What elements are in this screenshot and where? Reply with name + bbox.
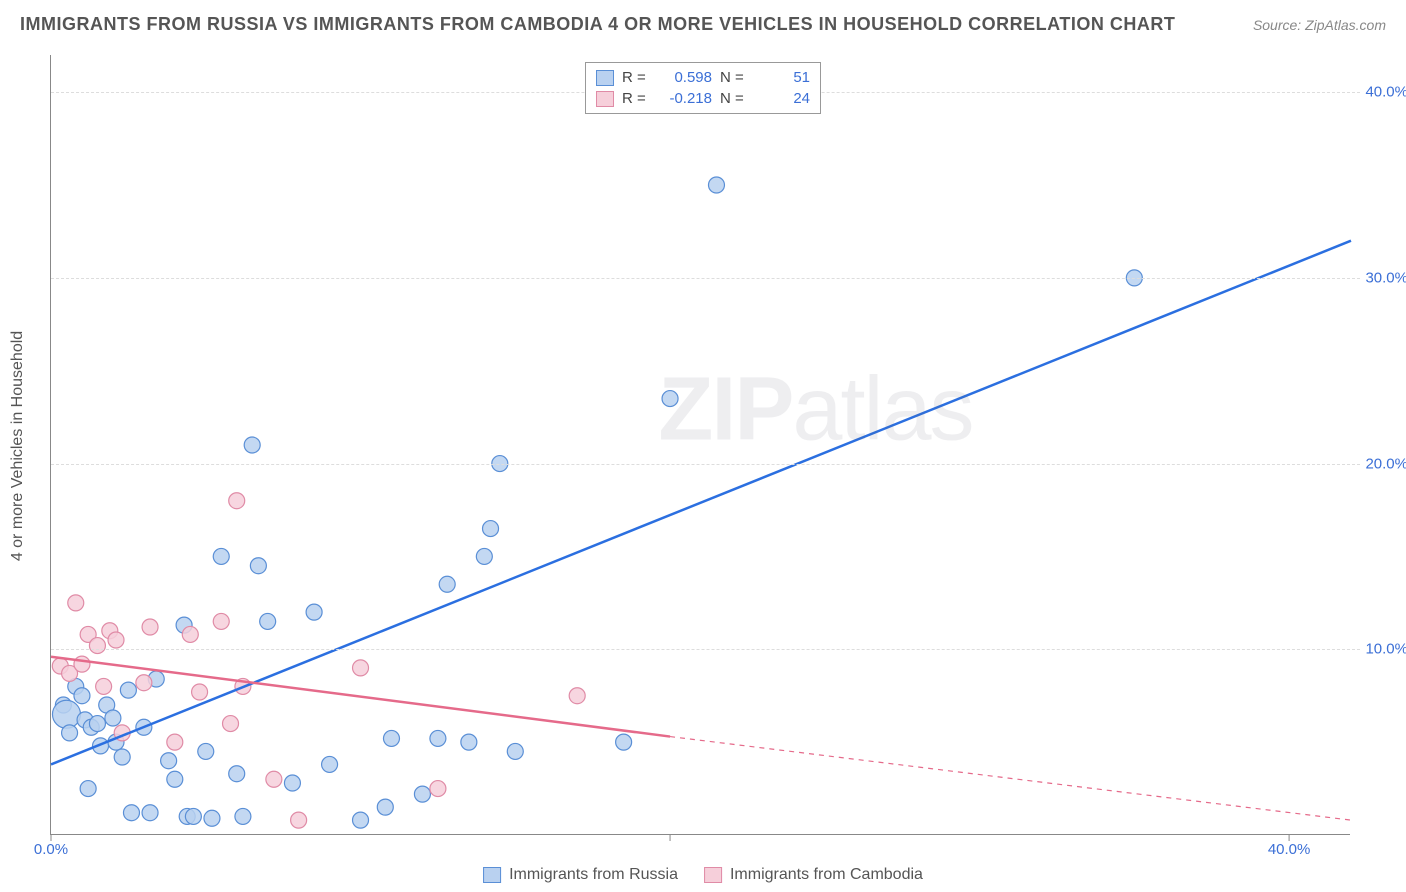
scatter-point	[161, 753, 177, 769]
swatch-russia	[483, 867, 501, 883]
scatter-point	[74, 656, 90, 672]
legend-item-cambodia: Immigrants from Cambodia	[704, 866, 923, 884]
scatter-point	[96, 678, 112, 694]
scatter-point	[89, 716, 105, 732]
scatter-point	[476, 548, 492, 564]
scatter-point	[192, 684, 208, 700]
scatter-point	[430, 781, 446, 797]
swatch-cambodia	[596, 91, 614, 107]
scatter-point	[136, 675, 152, 691]
scatter-point	[266, 771, 282, 787]
scatter-point	[353, 812, 369, 828]
scatter-point	[223, 716, 239, 732]
chart-title: IMMIGRANTS FROM RUSSIA VS IMMIGRANTS FRO…	[20, 14, 1175, 35]
n-label: N =	[720, 69, 748, 86]
series-legend: Immigrants from Russia Immigrants from C…	[483, 866, 923, 884]
legend-label-cambodia: Immigrants from Cambodia	[730, 866, 923, 884]
legend-label-russia: Immigrants from Russia	[509, 866, 678, 884]
scatter-point	[52, 700, 80, 728]
scatter-point	[507, 743, 523, 759]
swatch-cambodia	[704, 867, 722, 883]
scatter-point	[662, 391, 678, 407]
scatter-point	[213, 613, 229, 629]
scatter-point	[182, 626, 198, 642]
scatter-point	[120, 682, 136, 698]
scatter-chart	[51, 55, 1350, 834]
swatch-russia	[596, 70, 614, 86]
n-value-russia: 51	[756, 69, 810, 86]
legend-row-cambodia: R = -0.218 N = 24	[596, 88, 810, 109]
gridline	[51, 278, 1360, 279]
scatter-point	[80, 781, 96, 797]
x-tick-label: 40.0%	[1268, 841, 1311, 858]
r-value-russia: 0.598	[658, 69, 712, 86]
scatter-point	[383, 730, 399, 746]
scatter-point	[439, 576, 455, 592]
scatter-point	[105, 710, 121, 726]
scatter-point	[569, 688, 585, 704]
scatter-point	[229, 766, 245, 782]
title-bar: IMMIGRANTS FROM RUSSIA VS IMMIGRANTS FRO…	[20, 14, 1386, 35]
source-prefix: Source:	[1253, 17, 1305, 33]
gridline	[51, 649, 1360, 650]
scatter-point	[68, 595, 84, 611]
y-tick-label: 20.0%	[1365, 455, 1406, 472]
scatter-point	[322, 756, 338, 772]
scatter-point	[167, 734, 183, 750]
x-tick-label: 0.0%	[34, 841, 68, 858]
scatter-point	[414, 786, 430, 802]
scatter-point	[306, 604, 322, 620]
y-tick-label: 40.0%	[1365, 84, 1406, 101]
scatter-point	[108, 632, 124, 648]
scatter-point	[74, 688, 90, 704]
source-name: ZipAtlas.com	[1305, 17, 1386, 33]
scatter-point	[123, 805, 139, 821]
scatter-point	[708, 177, 724, 193]
scatter-point	[250, 558, 266, 574]
scatter-point	[204, 810, 220, 826]
correlation-legend: R = 0.598 N = 51 R = -0.218 N = 24	[585, 62, 821, 114]
scatter-point	[260, 613, 276, 629]
source-attribution: Source: ZipAtlas.com	[1253, 17, 1386, 33]
scatter-point	[229, 493, 245, 509]
scatter-point	[430, 730, 446, 746]
scatter-point	[142, 619, 158, 635]
scatter-point	[291, 812, 307, 828]
r-label: R =	[622, 90, 650, 107]
y-tick-label: 30.0%	[1365, 269, 1406, 286]
r-value-cambodia: -0.218	[658, 90, 712, 107]
gridline	[51, 464, 1360, 465]
scatter-point	[213, 548, 229, 564]
plot-area: 10.0%20.0%30.0%40.0%0.0%40.0%	[50, 55, 1350, 835]
scatter-point	[89, 638, 105, 654]
scatter-point	[461, 734, 477, 750]
trend-line	[670, 737, 1351, 821]
n-value-cambodia: 24	[756, 90, 810, 107]
scatter-point	[483, 521, 499, 537]
r-label: R =	[622, 69, 650, 86]
legend-row-russia: R = 0.598 N = 51	[596, 67, 810, 88]
scatter-point	[284, 775, 300, 791]
trend-line	[51, 241, 1351, 765]
scatter-point	[377, 799, 393, 815]
scatter-point	[185, 808, 201, 824]
y-axis-title: 4 or more Vehicles in Household	[9, 331, 27, 561]
scatter-point	[244, 437, 260, 453]
scatter-point	[114, 749, 130, 765]
scatter-point	[62, 725, 78, 741]
scatter-point	[142, 805, 158, 821]
legend-item-russia: Immigrants from Russia	[483, 866, 678, 884]
n-label: N =	[720, 90, 748, 107]
y-tick-label: 10.0%	[1365, 641, 1406, 658]
scatter-point	[616, 734, 632, 750]
scatter-point	[353, 660, 369, 676]
scatter-point	[235, 808, 251, 824]
scatter-point	[198, 743, 214, 759]
scatter-point	[167, 771, 183, 787]
